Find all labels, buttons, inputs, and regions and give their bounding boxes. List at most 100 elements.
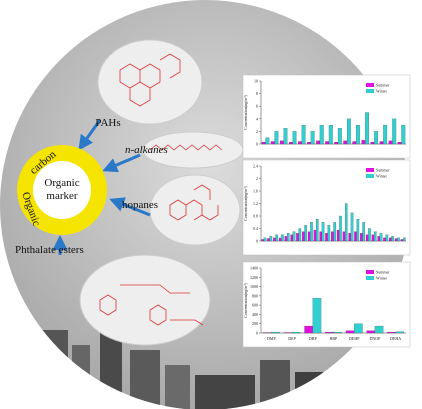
bar — [293, 232, 295, 241]
bar — [398, 142, 402, 144]
y-tick-label: 10 — [254, 79, 258, 84]
legend-swatch — [366, 270, 374, 274]
y-tick-label: 1200 — [250, 275, 258, 280]
bar — [383, 125, 387, 144]
bar — [267, 239, 269, 242]
y-tick-label: 6 — [256, 104, 258, 109]
bar — [271, 332, 279, 333]
y-axis-label: Concentration(ng/m³) — [243, 185, 248, 220]
y-tick-label: 800 — [252, 293, 258, 298]
legend-label: Winter — [376, 89, 388, 94]
bar — [320, 125, 324, 144]
bar — [403, 238, 405, 241]
bar — [296, 233, 298, 241]
bar — [347, 119, 351, 144]
y-tick-label: 2 — [256, 176, 258, 181]
bar — [380, 141, 384, 144]
bar — [325, 332, 333, 333]
y-tick-label: 2.4 — [253, 164, 258, 169]
legend-label: Summer — [376, 270, 390, 275]
graphical-abstract: Organic marker carbon Organic PAHs n-alk… — [0, 0, 422, 409]
bar — [279, 238, 281, 241]
x-tick-label: DEHA — [390, 336, 401, 341]
bar — [281, 235, 283, 241]
bar — [389, 141, 393, 144]
bar — [363, 222, 365, 241]
bar — [367, 331, 375, 333]
y-tick-label: 1400 — [250, 266, 258, 271]
bar — [354, 232, 356, 241]
bar — [262, 239, 264, 241]
bar — [273, 238, 275, 241]
bar — [392, 119, 396, 144]
bar — [305, 225, 307, 241]
bar — [299, 229, 301, 242]
bar — [302, 125, 306, 144]
legend-swatch — [366, 276, 374, 280]
bar — [360, 233, 362, 241]
bar — [334, 332, 342, 333]
bar — [289, 142, 293, 144]
bar — [271, 141, 275, 144]
y-tick-label: 600 — [252, 303, 258, 308]
bar — [389, 238, 391, 241]
bar — [396, 332, 404, 333]
bar — [311, 131, 315, 144]
legend-label: Winter — [376, 174, 388, 179]
compound-label: n-alkanes — [125, 144, 168, 156]
bar — [316, 219, 318, 241]
bar — [284, 128, 288, 144]
y-axis-label: Concentration(ng/m³) — [243, 94, 248, 129]
y-tick-label: 0.8 — [253, 214, 258, 219]
compound-label: hopanes — [122, 199, 158, 211]
bar — [298, 141, 302, 144]
legend-swatch — [366, 89, 374, 93]
legend-swatch — [366, 168, 374, 172]
bar — [374, 232, 376, 241]
y-tick-label: 400 — [252, 312, 258, 317]
x-tick-label: DEHP — [349, 336, 360, 341]
bar — [366, 235, 368, 241]
bar — [270, 236, 272, 241]
compound-label: Phthalate esters — [15, 244, 84, 256]
bar — [322, 222, 324, 241]
bar — [334, 142, 338, 144]
bar — [354, 324, 362, 333]
bar — [325, 233, 327, 241]
y-tick-label: 0.4 — [253, 226, 258, 231]
bar — [264, 238, 266, 241]
y-tick-label: 0 — [256, 331, 258, 336]
legend-label: Summer — [376, 168, 390, 173]
x-tick-label: DNOP — [369, 336, 381, 341]
x-tick-label: BBP — [330, 336, 338, 341]
bar — [293, 131, 297, 144]
y-tick-label: 4 — [256, 116, 258, 121]
bar — [401, 239, 403, 241]
bar — [334, 222, 336, 241]
bar — [325, 141, 329, 144]
bar — [362, 140, 366, 144]
bar — [337, 230, 339, 241]
bar — [314, 230, 316, 241]
bar — [329, 125, 333, 144]
bar — [346, 331, 354, 333]
bar — [378, 236, 380, 241]
bar — [374, 131, 378, 144]
legend-label: Winter — [376, 276, 388, 281]
y-axis-label: Concentration(ng/m³) — [243, 282, 248, 317]
bar — [351, 213, 353, 241]
bar — [395, 239, 397, 242]
bar — [357, 219, 359, 241]
bar — [397, 238, 399, 241]
bar — [280, 141, 284, 144]
bar — [320, 232, 322, 241]
bar — [349, 233, 351, 241]
bar — [302, 232, 304, 241]
bar — [310, 222, 312, 241]
y-tick-label: 8 — [256, 91, 258, 96]
bar — [392, 236, 394, 241]
center-label: marker — [46, 190, 77, 202]
x-tick-label: DEP — [288, 336, 296, 341]
x-tick-label: DBP — [309, 336, 318, 341]
bar — [287, 233, 289, 241]
